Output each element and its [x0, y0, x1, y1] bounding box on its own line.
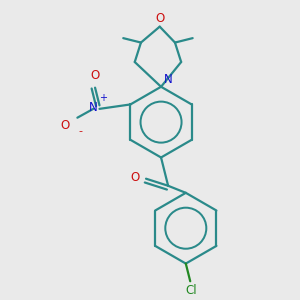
Text: -: - [79, 126, 83, 136]
Text: N: N [164, 73, 172, 86]
Text: N: N [89, 101, 98, 115]
Text: O: O [90, 69, 100, 82]
Text: O: O [60, 118, 69, 132]
Text: +: + [99, 93, 107, 103]
Text: O: O [130, 171, 140, 184]
Text: O: O [155, 12, 164, 25]
Text: Cl: Cl [185, 284, 197, 297]
